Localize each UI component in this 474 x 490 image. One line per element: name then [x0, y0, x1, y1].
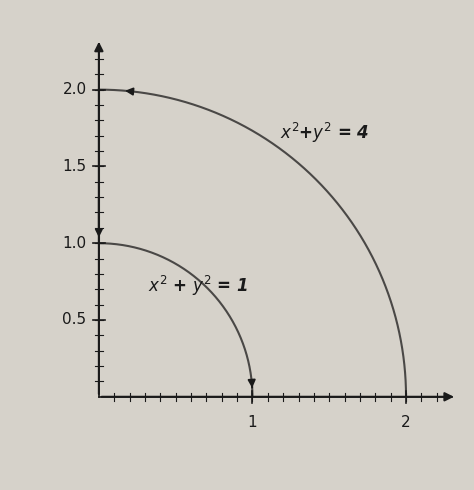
Text: 1: 1: [247, 415, 257, 430]
Text: 2.0: 2.0: [63, 82, 87, 97]
Text: $x^2$+$y^2$ = 4: $x^2$+$y^2$ = 4: [280, 121, 370, 145]
Text: $x^2$ + $y^2$ = 1: $x^2$ + $y^2$ = 1: [148, 274, 248, 298]
Text: 1.0: 1.0: [63, 236, 87, 251]
Text: 2: 2: [401, 415, 411, 430]
Text: 0.5: 0.5: [63, 313, 87, 327]
Text: 1.5: 1.5: [63, 159, 87, 174]
